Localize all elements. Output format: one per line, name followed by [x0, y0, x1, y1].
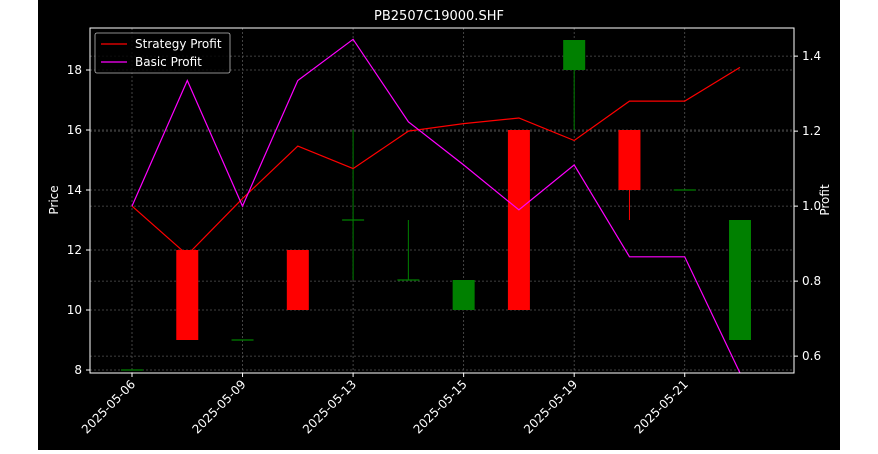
candle-body	[452, 280, 475, 310]
y-tick-label: 18	[67, 63, 82, 77]
y2-axis-label: Profit	[818, 184, 832, 216]
y2-tick-label: 1.4	[802, 49, 821, 63]
y-tick-label: 10	[67, 303, 82, 317]
y-tick-label: 14	[67, 183, 82, 197]
y-tick-label: 8	[74, 363, 82, 377]
candle-body	[729, 220, 751, 340]
candles	[121, 40, 751, 371]
y-axis-right: 0.6 0.8 1.0 1.2 1.4	[794, 49, 821, 363]
y-tick-label: 12	[67, 243, 82, 257]
candlestick-chart: PB2507C19000.SHF 8 10 12 14 16 18 0.6 0.8 1.0 1.…	[47, 9, 832, 436]
y-axis-left: 8 10 12 14 16 18	[67, 63, 90, 377]
y2-tick-label: 0.8	[802, 274, 821, 288]
y2-tick-label: 0.6	[802, 349, 821, 363]
x-tick-label: 2025-05-09	[189, 377, 248, 436]
x-tick-label: 2025-05-06	[79, 377, 138, 436]
plot-frame	[89, 27, 795, 374]
x-tick-label: 2025-05-21	[632, 377, 691, 436]
candle-body	[563, 40, 586, 70]
chart-figure: PB2507C19000.SHF 8 10 12 14 16 18 0.6 0.8 1.0 1.…	[38, 0, 840, 450]
x-axis: 2025-05-06 2025-05-09 2025-05-13 2025-05-15…	[79, 373, 691, 436]
strategy-profit-line	[131, 66, 741, 256]
candle-body	[286, 250, 309, 310]
legend: Strategy Profit Basic Profit	[94, 32, 231, 74]
basic-profit-line	[131, 38, 741, 374]
legend-label-basic-profit: Basic Profit	[135, 55, 202, 69]
y-tick-label: 16	[67, 123, 82, 137]
candle-body	[507, 130, 530, 310]
profit-lines	[131, 38, 741, 374]
x-tick-label: 2025-05-15	[411, 377, 470, 436]
legend-box	[94, 32, 231, 74]
chart-title: PB2507C19000.SHF	[374, 9, 504, 24]
y2-tick-label: 1.0	[802, 199, 821, 213]
x-tick-label: 2025-05-19	[521, 377, 580, 436]
candle-body	[176, 250, 199, 340]
x-tick-label: 2025-05-13	[300, 377, 359, 436]
y2-tick-label: 1.2	[802, 124, 821, 138]
legend-label-strategy-profit: Strategy Profit	[135, 37, 222, 51]
candle-body	[618, 130, 641, 190]
y-axis-label: Price	[47, 185, 61, 214]
